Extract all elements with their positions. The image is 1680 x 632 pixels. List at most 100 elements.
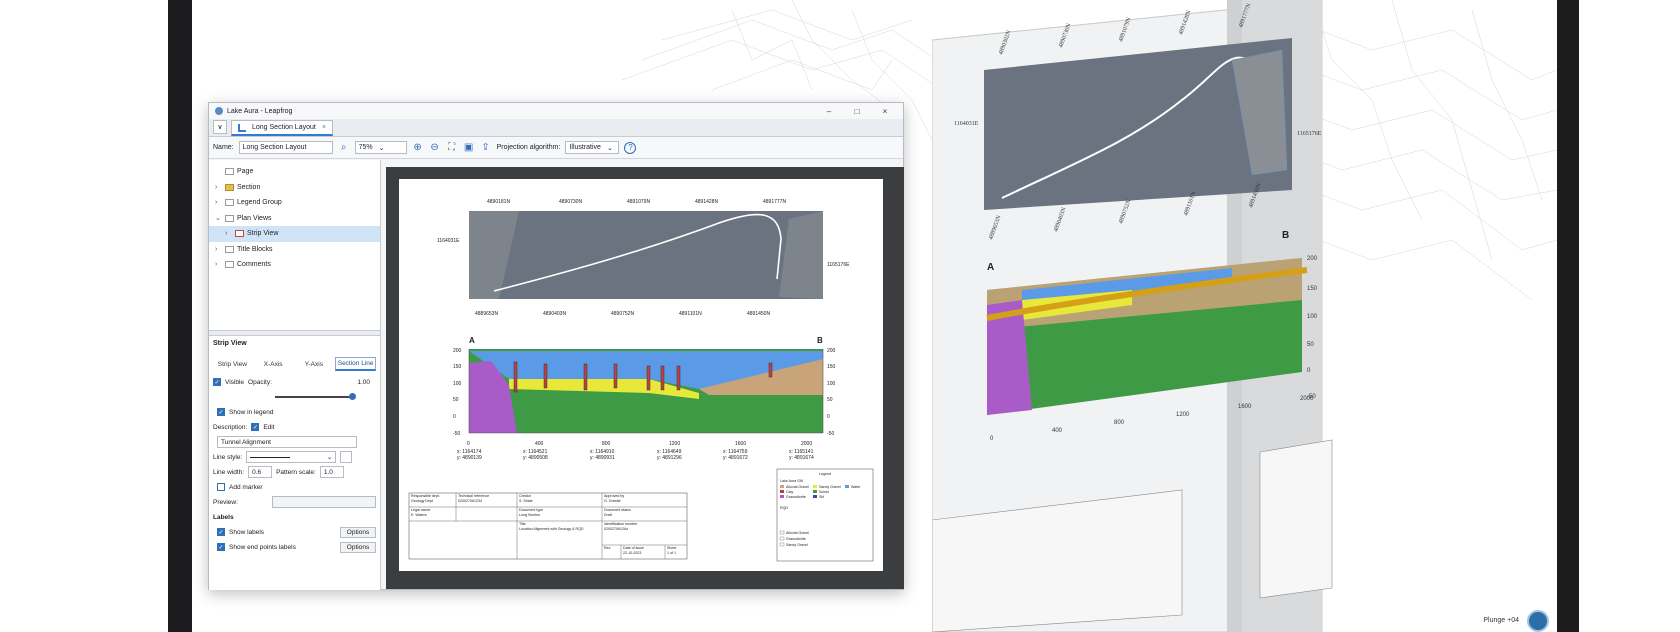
chevron-right-icon[interactable]: › xyxy=(215,183,218,191)
legend-item: Silt xyxy=(819,495,824,499)
tree-item-section[interactable]: › Section xyxy=(209,180,380,196)
zoom-icon[interactable]: ⌕ xyxy=(340,142,347,153)
projection-select[interactable]: Illustrative ⌄ xyxy=(565,141,620,154)
tab-section-line[interactable]: Section Line xyxy=(335,357,376,371)
x-coord: x: 1164649 xyxy=(657,449,682,455)
add-marker-checkbox[interactable] xyxy=(217,483,225,491)
layout-tree: Page › Section › Legend Group ⌄ Plan Vie… xyxy=(209,160,380,330)
line-color-swatch[interactable] xyxy=(340,451,353,463)
tb-creator-value: S. Shale xyxy=(519,499,533,503)
line-width-input[interactable]: 0.6 xyxy=(248,466,273,478)
tb-ident-label: Identification number xyxy=(604,522,638,526)
legend-swatch xyxy=(813,495,817,498)
zoom-fit-icon[interactable]: ⛶ xyxy=(448,142,456,153)
chevron-down-icon[interactable]: ⌄ xyxy=(215,215,221,223)
tb-approved-value: G. Granite xyxy=(604,499,621,503)
line-style-row: Line style: ⌄ xyxy=(213,450,376,464)
chevron-right-icon[interactable]: › xyxy=(225,230,228,238)
tree-item-legend-group[interactable]: › Legend Group xyxy=(209,195,380,211)
tree-item-plan-views[interactable]: ⌄ Plan Views xyxy=(209,211,380,227)
save-icon[interactable]: ▣ xyxy=(463,142,474,153)
show-in-legend-checkbox[interactable]: ✓ xyxy=(217,408,225,416)
tab-y-axis[interactable]: Y-Axis xyxy=(304,360,323,368)
edit-checkbox[interactable]: ✓ xyxy=(251,423,260,431)
layout-sheet: 4890181N 4890730N 4891079N 4891428N 4891… xyxy=(399,179,883,571)
plan-right-label: 1165176E xyxy=(827,262,850,268)
tb-ident-value: 0200270612Ax xyxy=(604,527,628,531)
end-labels-options-button[interactable]: Options xyxy=(340,541,376,553)
maximize-button[interactable]: □ xyxy=(854,106,860,116)
visible-label: Visible xyxy=(225,378,245,386)
tab-strip-view[interactable]: Strip View xyxy=(217,360,247,368)
opacity-slider-handle[interactable] xyxy=(349,393,356,400)
properties-title: Strip View xyxy=(213,340,247,347)
visible-checkbox[interactable]: ✓ xyxy=(213,378,221,386)
plan-top-label: 4891777N xyxy=(763,199,786,205)
add-marker-label: Add marker xyxy=(229,483,263,491)
line-style-label: Line style: xyxy=(213,453,243,461)
3d-plan-right-label: 1165176E xyxy=(1297,131,1322,137)
tab-list-button[interactable]: ∨ xyxy=(213,120,227,134)
tree-item-comments[interactable]: › Comments xyxy=(209,257,380,273)
y-tick: 200 xyxy=(453,348,462,354)
tb-sheet-value: 1 of 1 xyxy=(667,551,676,555)
tab-close-icon[interactable]: × xyxy=(321,124,326,131)
chevron-right-icon[interactable]: › xyxy=(215,199,218,207)
tab-bar: ∨ Long Section Layout × xyxy=(209,119,903,137)
strip-view-map[interactable] xyxy=(469,211,823,299)
help-icon[interactable]: ? xyxy=(624,141,637,154)
window-titlebar[interactable]: Lake Aura - Leapfrog – □ × xyxy=(209,103,903,119)
3d-section-end-label: B xyxy=(1282,230,1289,241)
name-input[interactable]: Long Section Layout xyxy=(238,141,333,154)
opacity-label: Opacity: xyxy=(248,378,272,386)
tb-rev-label: Rev. xyxy=(604,546,611,550)
show-end-labels-checkbox[interactable]: ✓ xyxy=(217,543,225,551)
zoom-out-icon[interactable]: ⊖ xyxy=(430,142,439,153)
folder-icon xyxy=(225,214,234,222)
y-tick: 0 xyxy=(453,414,456,420)
tree-item-title-blocks[interactable]: › Title Blocks xyxy=(209,242,380,258)
x-tick: 400 xyxy=(535,441,544,447)
folder-icon xyxy=(225,261,234,269)
export-icon[interactable]: ⇪ xyxy=(481,142,490,153)
opacity-slider[interactable] xyxy=(275,393,356,400)
show-labels-checkbox[interactable]: ✓ xyxy=(217,528,225,536)
labels-options-button[interactable]: Options xyxy=(340,526,376,538)
tree-item-label: Plan Views xyxy=(237,214,272,222)
chevron-right-icon[interactable]: › xyxy=(215,245,218,253)
tree-item-label: Title Blocks xyxy=(237,245,273,253)
leapfrog-app-icon xyxy=(215,107,223,115)
line-style-select[interactable]: ⌄ xyxy=(246,451,337,463)
3d-x-tick: 2000 xyxy=(1300,396,1314,402)
legend-swatch xyxy=(780,485,784,488)
tree-item-strip-view[interactable]: › Strip View xyxy=(209,226,380,242)
show-end-labels-row: ✓ Show end points labels Options xyxy=(213,540,376,554)
plunge-readout: Plunge +04 xyxy=(1483,617,1519,624)
panel-splitter[interactable] xyxy=(209,330,380,336)
chevron-right-icon[interactable]: › xyxy=(215,261,218,269)
pattern-scale-input[interactable]: 1.0 xyxy=(319,466,344,478)
legend-box[interactable]: Legend Lake Aura GM Alluvial Gravel Sand… xyxy=(776,468,874,562)
tunnel-alignment-line[interactable] xyxy=(493,213,782,292)
line-width-row: Line width: 0.6 Pattern scale: 1.0 xyxy=(213,465,376,479)
zoom-select[interactable]: 75% ⌄ xyxy=(354,141,407,154)
description-input[interactable]: Tunnel Alignment xyxy=(217,436,357,448)
name-label: Name: xyxy=(213,144,234,151)
plan-bottom-label: 4891450N xyxy=(747,311,770,317)
tab-x-axis[interactable]: X-Axis xyxy=(263,360,283,368)
labels-heading: Labels xyxy=(213,513,234,521)
layout-canvas[interactable]: 4890181N 4890730N 4891079N 4891428N 4891… xyxy=(386,167,904,589)
layout-tree-panel: Page › Section › Legend Group ⌄ Plan Vie… xyxy=(209,160,381,590)
legend-item: Sandy Gravel xyxy=(819,485,841,489)
tree-item-page[interactable]: Page xyxy=(209,164,380,180)
section-water-unit xyxy=(469,351,823,389)
close-button[interactable]: × xyxy=(882,106,888,116)
minimize-button[interactable]: – xyxy=(826,106,832,116)
y-coord: y: 4891296 xyxy=(657,455,682,461)
zoom-in-icon[interactable]: ⊕ xyxy=(413,142,422,153)
y-coord: y: 4891674 xyxy=(789,455,814,461)
tab-long-section-layout[interactable]: Long Section Layout × xyxy=(231,120,333,136)
title-block[interactable]: Responsible dept. Geology Dept Technical… xyxy=(408,492,688,560)
orientation-compass[interactable] xyxy=(1527,610,1549,632)
